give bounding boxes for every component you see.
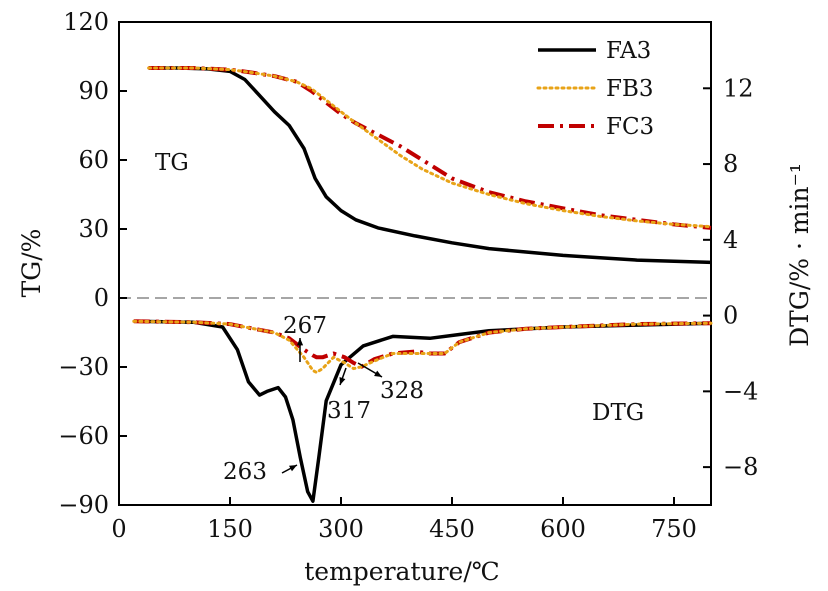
x-axis-title: temperature/℃ bbox=[304, 557, 499, 586]
dtg-line-fa3 bbox=[133, 319, 712, 503]
x-tick-label: 600 bbox=[540, 515, 586, 543]
x-tick-label: 300 bbox=[318, 515, 364, 543]
axis-ticks: 0 150 300 450 600 7501209060300−30−60−9012840… bbox=[58, 8, 758, 543]
dtg-line-fb3 bbox=[132, 319, 713, 374]
x-tick-label: 750 bbox=[651, 515, 697, 543]
peak-annotations: 267 263 317 328 bbox=[223, 313, 424, 485]
tg-line-fb3 bbox=[147, 66, 713, 229]
y-axis-title-right: DTG/% · min⁻¹ bbox=[785, 163, 814, 347]
annotation-arrowhead bbox=[374, 370, 382, 377]
legend-label-fb3: FB3 bbox=[606, 76, 654, 102]
peak-label-263: 263 bbox=[223, 459, 267, 485]
y-left-tick-label: 90 bbox=[78, 77, 109, 105]
y-left-tick-label: 60 bbox=[78, 146, 109, 174]
y-right-tick-label: 12 bbox=[723, 74, 754, 102]
annotation-arrowhead bbox=[296, 338, 304, 346]
x-tick-label: 0 bbox=[111, 515, 126, 543]
y-right-tick-label: 8 bbox=[723, 150, 738, 178]
y-left-tick-label: 30 bbox=[78, 215, 109, 243]
y-right-tick-label: −8 bbox=[723, 453, 758, 481]
y-left-tick-label: 0 bbox=[94, 284, 109, 312]
tg-line-fc3 bbox=[148, 66, 712, 230]
tg-line-fa3 bbox=[148, 66, 712, 265]
y-right-tick-label: 4 bbox=[723, 226, 738, 254]
legend-label-fa3: FA3 bbox=[606, 38, 651, 64]
section-label-dtg: DTG bbox=[592, 400, 644, 426]
y-left-tick-label: −90 bbox=[58, 491, 109, 519]
y-left-tick-label: 120 bbox=[63, 8, 109, 36]
peak-label-267: 267 bbox=[283, 313, 327, 339]
plot-frame bbox=[118, 21, 712, 506]
x-tick-label: 150 bbox=[207, 515, 253, 543]
series-lines bbox=[132, 66, 713, 503]
y-axis-title-left: TG/% bbox=[17, 229, 46, 298]
x-tick-label: 450 bbox=[429, 515, 475, 543]
annotation-arrowhead bbox=[339, 377, 346, 385]
annotation-arrowhead bbox=[289, 465, 297, 472]
section-label-tg: TG bbox=[155, 150, 189, 176]
legend-label-fc3: FC3 bbox=[606, 114, 654, 140]
y-left-tick-label: −30 bbox=[58, 353, 109, 381]
peak-label-328: 328 bbox=[380, 378, 424, 404]
peak-label-317: 317 bbox=[327, 398, 371, 424]
y-right-tick-label: −4 bbox=[723, 377, 758, 405]
y-right-tick-label: 0 bbox=[723, 302, 738, 330]
y-left-tick-label: −60 bbox=[58, 422, 109, 450]
legend: FA3 FB3 FC3 bbox=[536, 38, 654, 140]
